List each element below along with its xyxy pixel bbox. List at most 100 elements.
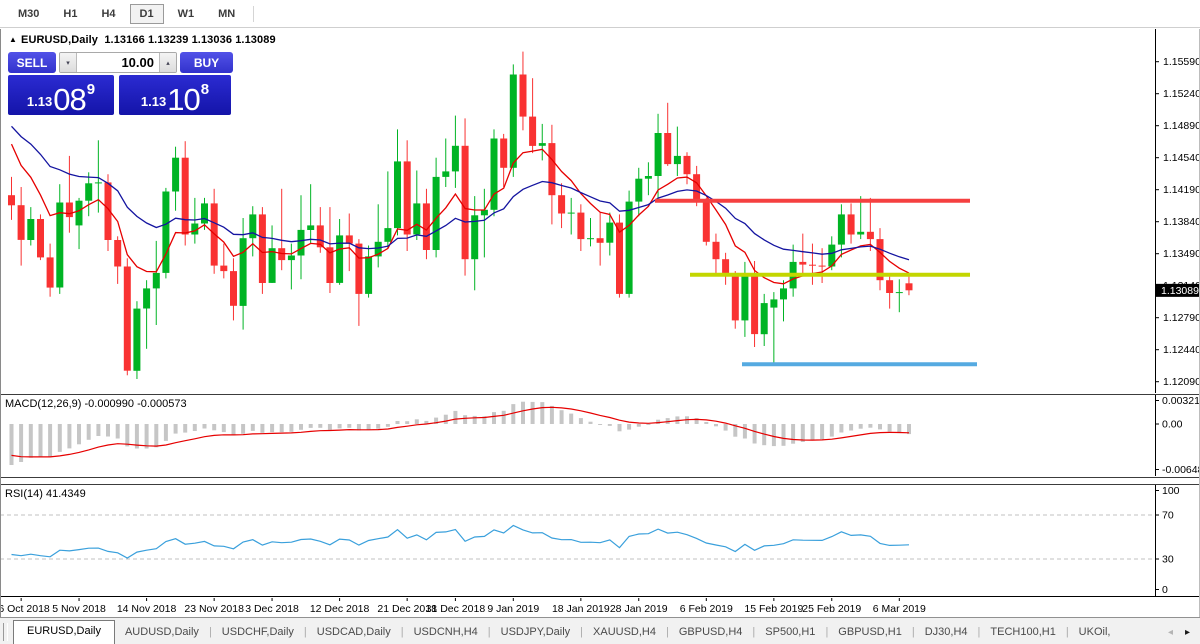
candle-body <box>27 219 35 240</box>
candle-body <box>654 133 662 176</box>
candle-body <box>123 266 131 371</box>
candle-body <box>635 178 643 202</box>
chart-tab-ukoil[interactable]: UKOil, <box>1078 626 1111 638</box>
rsi-indicator-pane: 100 70 30 0 RSI(14) 41.4349 <box>0 484 1200 597</box>
tab-scroll-left-icon[interactable]: ◂ <box>1167 627 1173 638</box>
candle-body <box>422 203 430 250</box>
macd-histogram-bar <box>144 424 149 449</box>
chart-collapse-icon[interactable]: ▲ <box>9 35 18 44</box>
chart-tab-usdjpy-daily[interactable]: USDJPY,Daily <box>500 626 571 638</box>
macd-histogram-bar <box>241 424 246 434</box>
candle-body <box>895 292 903 294</box>
candle-body <box>17 205 25 240</box>
price-axis-label: 1.14890 <box>1163 120 1200 132</box>
candle-body <box>46 257 54 288</box>
candle-body <box>37 219 44 258</box>
rsi-axis-label: 0 <box>1162 584 1168 596</box>
macd-histogram-bar <box>106 424 110 437</box>
macd-indicator-pane: 0.003216 0.00 -0.006485 MACD(12,26,9) -0.0… <box>0 395 1200 478</box>
macd-histogram-bar <box>588 421 593 424</box>
macd-histogram-bar <box>733 424 738 437</box>
chart-tab-gbpusd-h1[interactable]: GBPUSD,H1 <box>838 626 902 638</box>
macd-histogram-bar <box>212 424 217 431</box>
candle-body <box>587 238 594 240</box>
chart-tab-gbpusd-h4[interactable]: GBPUSD,H4 <box>678 626 743 638</box>
macd-histogram-bar <box>347 424 352 428</box>
buy-price-display[interactable]: 1.13 10 8 <box>119 75 231 115</box>
candle-body <box>625 201 633 294</box>
macd-histogram-bar <box>646 424 651 425</box>
candle-body <box>114 240 122 267</box>
macd-signal-line <box>11 406 910 458</box>
timeframe-button-m30[interactable]: M30 <box>18 7 40 20</box>
date-axis-label: 6 Feb 2019 <box>680 603 733 615</box>
macd-histogram-bar <box>771 424 776 447</box>
volume-increase-button[interactable]: ▴ <box>159 53 176 72</box>
candle-body <box>558 195 566 214</box>
macd-histogram-bar <box>231 424 236 436</box>
macd-histogram-bar <box>125 424 130 447</box>
volume-input[interactable] <box>77 53 159 72</box>
rsi-label: RSI(14) 41.4349 <box>5 488 86 500</box>
tab-divider: | <box>1065 626 1069 638</box>
timeframe-button-mn[interactable]: MN <box>218 7 236 20</box>
macd-histogram-bar <box>453 410 458 424</box>
volume-decrease-button[interactable]: ▾ <box>60 53 77 72</box>
price-axis-label: 1.14540 <box>1163 152 1200 164</box>
sell-button[interactable]: SELL <box>8 52 56 73</box>
macd-histogram-bar <box>704 422 709 424</box>
chart-tab-tech100-h1[interactable]: TECH100,H1 <box>990 626 1056 638</box>
macd-histogram-bar <box>501 410 506 424</box>
tab-divider: | <box>400 626 404 638</box>
macd-histogram-bar <box>463 415 468 424</box>
buy-button[interactable]: BUY <box>180 52 233 73</box>
candle-body <box>316 225 324 248</box>
macd-histogram-bar <box>839 424 844 433</box>
timeframe-button-h1[interactable]: H1 <box>63 7 78 20</box>
chart-tab-sp500-h1[interactable]: SP500,H1 <box>765 626 816 638</box>
candle-body <box>644 176 652 179</box>
macd-histogram-bar <box>598 424 603 425</box>
timeframe-button-h4[interactable]: H4 <box>101 7 116 20</box>
macd-histogram-bar <box>511 404 516 424</box>
timeframe-button-d1[interactable]: D1 <box>129 3 164 24</box>
macd-histogram-bar <box>183 424 188 433</box>
macd-main-value: -0.000990 <box>84 398 135 410</box>
candle-body <box>56 202 64 288</box>
chart-tab-eurusd-daily[interactable]: EURUSD,Daily <box>13 620 115 644</box>
macd-histogram-bar <box>492 412 496 424</box>
timeframe-button-w1[interactable]: W1 <box>177 7 195 20</box>
candlestick-series <box>8 51 913 379</box>
chart-tab-xauusd-h4[interactable]: XAUUSD,H4 <box>593 626 656 638</box>
candle-body <box>702 202 710 242</box>
date-axis-label: 14 Nov 2018 <box>117 603 177 615</box>
macd-histogram-bar <box>260 424 265 433</box>
candle-body <box>837 214 845 245</box>
candle-body <box>519 74 527 117</box>
chart-tab-usdcnh-h4[interactable]: USDCNH,H4 <box>413 626 478 638</box>
chart-tab-audusd-daily[interactable]: AUDUSD,Daily <box>124 626 199 638</box>
macd-histogram-bar <box>820 424 825 440</box>
date-axis-label: 28 Jan 2019 <box>610 603 668 615</box>
macd-histogram-bar <box>289 424 294 432</box>
candle-body <box>85 183 93 201</box>
macd-histogram-bar <box>337 424 342 429</box>
macd-histogram-bar <box>38 424 43 457</box>
candle-body <box>529 116 537 146</box>
rsi-line <box>11 524 910 559</box>
candle-body <box>673 155 681 165</box>
candle-body <box>538 143 546 146</box>
candle-body <box>606 222 614 243</box>
candle-body <box>355 243 363 294</box>
chart-tab-usdcad-daily[interactable]: USDCAD,Daily <box>316 626 391 638</box>
tab-divider: | <box>977 626 981 638</box>
macd-histogram-bar <box>878 424 882 430</box>
sell-price-display[interactable]: 1.13 08 9 <box>8 75 114 115</box>
tab-scroll-right-icon[interactable]: ▸ <box>1184 627 1190 638</box>
chart-tab-dj30-h4[interactable]: DJ30,H4 <box>924 626 968 638</box>
macd-histogram-bar <box>327 424 332 430</box>
date-axis-label: 31 Dec 2018 <box>426 603 486 615</box>
chart-tab-usdchf-daily[interactable]: USDCHF,Daily <box>221 626 294 638</box>
